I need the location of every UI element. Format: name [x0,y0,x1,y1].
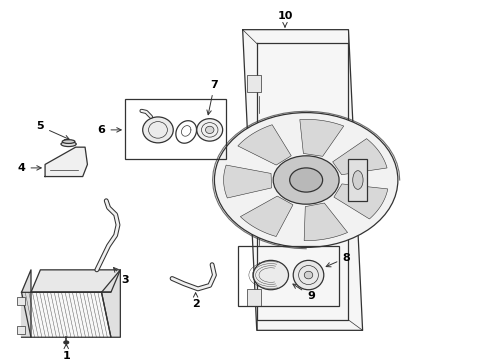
Text: 7: 7 [207,80,219,115]
Bar [348,159,368,201]
Polygon shape [22,270,31,337]
Polygon shape [223,165,271,198]
Polygon shape [31,270,121,292]
Ellipse shape [253,260,289,290]
Polygon shape [45,147,87,176]
Ellipse shape [143,117,173,143]
Ellipse shape [353,171,363,189]
Text: 2: 2 [192,293,199,309]
Text: 10: 10 [277,11,293,27]
Ellipse shape [205,126,214,134]
Text: 9: 9 [293,284,315,301]
Bar [238,246,339,306]
Polygon shape [241,196,293,237]
Bar [125,99,226,159]
Bar [247,75,262,92]
Ellipse shape [197,119,222,141]
Ellipse shape [304,271,313,279]
Ellipse shape [273,156,339,204]
Polygon shape [304,203,347,240]
Text: 5: 5 [37,121,69,140]
Text: 1: 1 [62,344,70,360]
Polygon shape [101,270,121,337]
Ellipse shape [293,260,324,290]
Polygon shape [238,125,291,165]
Ellipse shape [215,113,398,247]
Ellipse shape [64,341,69,344]
Ellipse shape [290,168,322,192]
Polygon shape [333,139,387,175]
Text: 4: 4 [18,163,41,173]
Ellipse shape [62,140,75,143]
Bar [17,326,25,334]
Polygon shape [300,120,344,156]
Text: 3: 3 [114,267,129,285]
Text: 8: 8 [326,253,350,267]
Text: 6: 6 [98,125,121,135]
Polygon shape [334,184,388,219]
Bar [247,289,262,306]
Polygon shape [243,30,363,330]
Polygon shape [22,292,111,337]
Ellipse shape [61,141,76,147]
Bar [17,297,25,305]
